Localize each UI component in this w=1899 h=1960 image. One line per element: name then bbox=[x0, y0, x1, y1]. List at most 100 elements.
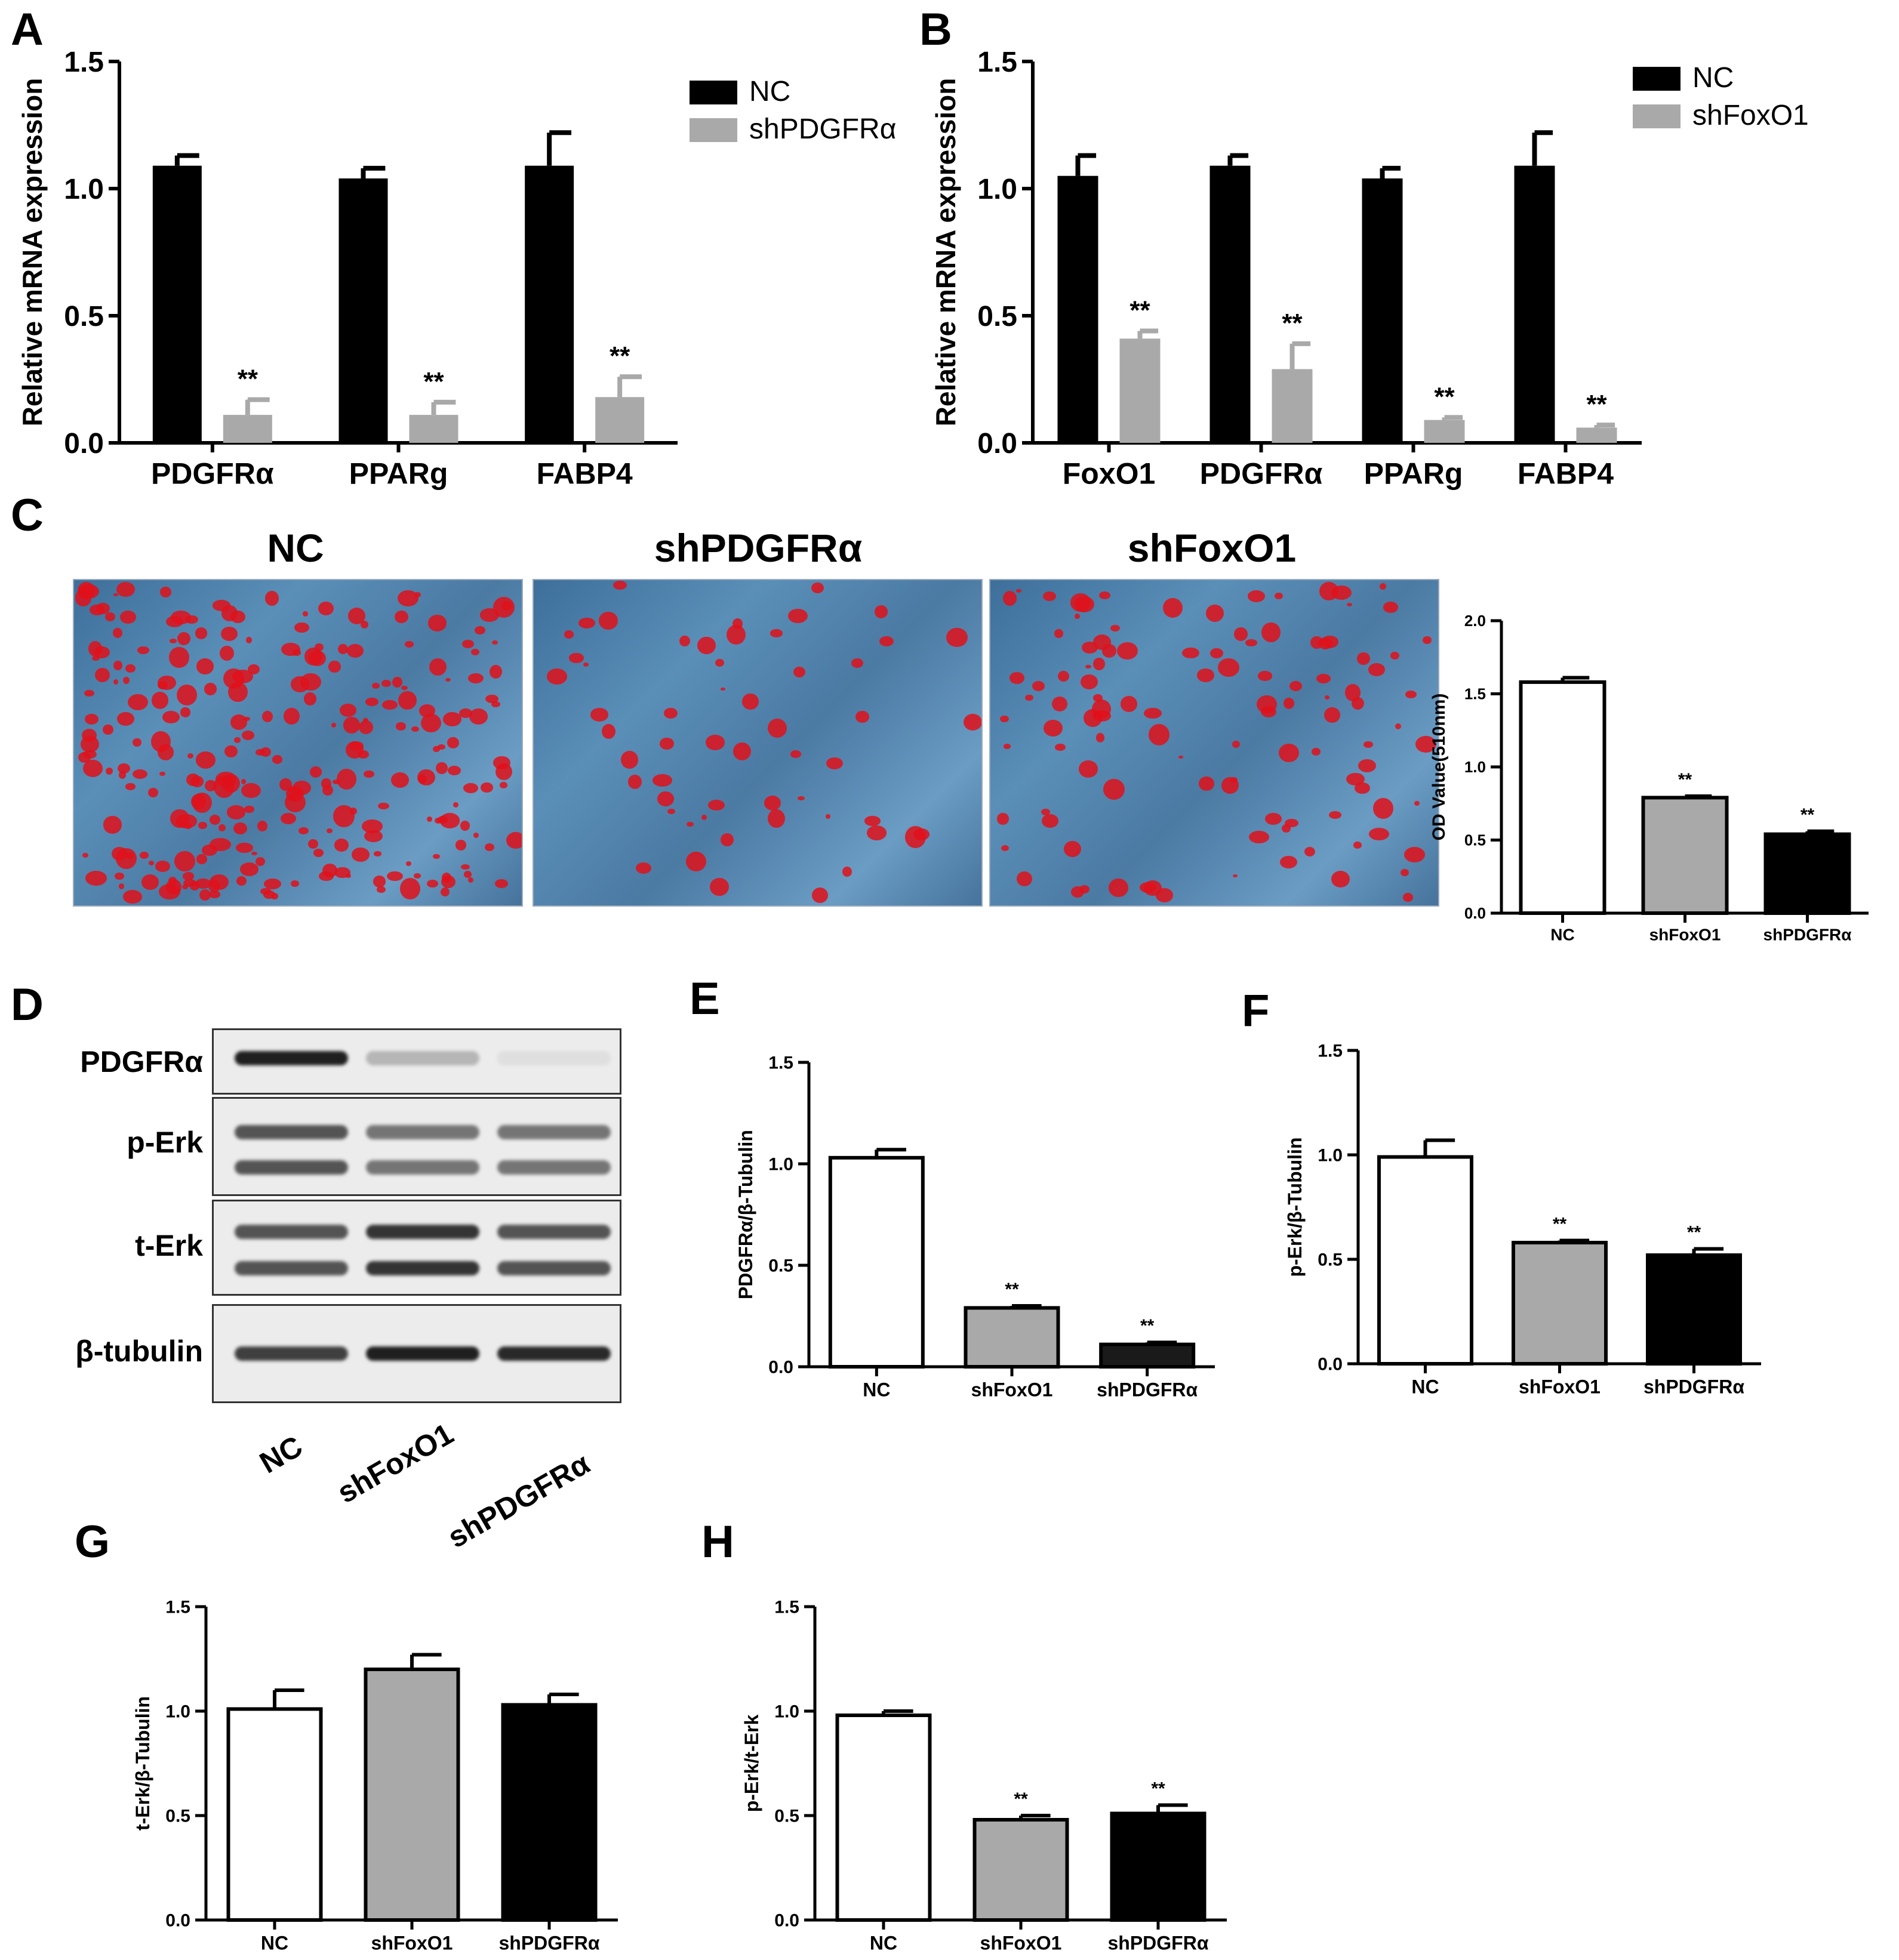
lipid-droplet bbox=[1379, 583, 1386, 590]
lipid-droplet bbox=[170, 639, 177, 643]
lipid-droplet bbox=[414, 873, 421, 879]
lipid-droplet bbox=[663, 707, 678, 719]
lipid-droplet bbox=[707, 799, 725, 811]
lipid-droplet bbox=[471, 649, 479, 656]
lipid-droplet bbox=[652, 773, 673, 787]
lipid-droplet bbox=[438, 744, 446, 750]
lipid-droplet bbox=[236, 876, 247, 886]
lipid-droplet bbox=[93, 646, 110, 659]
lipid-droplet bbox=[162, 710, 180, 723]
legend-swatch-b bbox=[1633, 67, 1681, 91]
y-tick-label-h: 0.5 bbox=[774, 1807, 799, 1826]
lipid-droplet bbox=[209, 837, 231, 852]
lipid-droplet bbox=[428, 615, 447, 631]
lipid-droplet bbox=[95, 667, 110, 683]
lipid-droplet bbox=[1197, 668, 1215, 682]
lipid-droplet bbox=[1247, 590, 1266, 602]
blot-band bbox=[235, 1125, 348, 1139]
lipid-droplet bbox=[1198, 776, 1214, 791]
lipid-droplet bbox=[333, 805, 355, 828]
lipid-droplet bbox=[395, 610, 409, 624]
lipid-droplet bbox=[1139, 882, 1156, 893]
lipid-droplet bbox=[462, 639, 475, 648]
lipid-droplet bbox=[257, 820, 267, 832]
lipid-droplet bbox=[118, 883, 124, 889]
lipid-droplet bbox=[256, 748, 266, 756]
lipid-droplet bbox=[85, 870, 107, 886]
lipid-droplet bbox=[1120, 696, 1138, 713]
blot-band bbox=[235, 1225, 348, 1240]
lipid-droplet bbox=[263, 890, 275, 899]
lipid-droplet bbox=[701, 815, 707, 821]
lipid-droplet bbox=[125, 783, 136, 790]
lipid-droplet bbox=[420, 713, 441, 733]
lipid-droplet bbox=[1324, 707, 1340, 723]
lipid-droplet bbox=[1256, 695, 1277, 714]
lipid-droplet bbox=[373, 876, 386, 888]
lipid-droplet bbox=[721, 687, 726, 691]
blot-label-beta-tubulin: β-tubulin bbox=[75, 1335, 203, 1368]
lipid-droplet bbox=[811, 887, 829, 903]
lipid-droplet bbox=[122, 676, 130, 684]
lipid-droplet bbox=[150, 731, 171, 753]
lipid-droplet bbox=[489, 664, 503, 679]
lipid-droplet bbox=[390, 772, 409, 788]
significance-label-b: ** bbox=[1586, 390, 1607, 419]
lipid-droplet bbox=[1178, 755, 1183, 759]
y-tick-label-a: 1.0 bbox=[64, 174, 104, 205]
lipid-droplet bbox=[331, 722, 337, 728]
lipid-droplet bbox=[742, 693, 759, 710]
lipid-droplet bbox=[1321, 636, 1338, 648]
y-tick-label-f: 1.0 bbox=[1318, 1146, 1343, 1166]
bar-b bbox=[1209, 165, 1251, 443]
lipid-droplet bbox=[155, 861, 170, 873]
lipid-droplet bbox=[399, 877, 421, 900]
lipid-droplet bbox=[467, 877, 473, 883]
lipid-droplet bbox=[1316, 673, 1331, 683]
lipid-droplet bbox=[1144, 707, 1162, 719]
lipid-droplet bbox=[946, 627, 968, 648]
significance-label-c: ** bbox=[1678, 770, 1692, 790]
lipid-droplet bbox=[1232, 874, 1238, 877]
lipid-droplet bbox=[290, 880, 299, 887]
lipid-droplet bbox=[382, 699, 398, 710]
lipid-droplet bbox=[105, 767, 113, 775]
y-tick-label-f: 0.0 bbox=[1318, 1355, 1343, 1375]
y-tick-label-h: 1.5 bbox=[774, 1598, 799, 1617]
lipid-droplet bbox=[186, 773, 200, 786]
legend-label-b: NC bbox=[1692, 62, 1734, 94]
bar-b bbox=[1514, 165, 1555, 443]
lipid-droplet bbox=[1390, 651, 1400, 660]
lipid-droplet bbox=[1041, 809, 1051, 816]
lipid-droplet bbox=[1245, 639, 1257, 646]
significance-label-b: ** bbox=[1434, 382, 1455, 411]
lipid-droplet bbox=[322, 863, 337, 877]
x-tick-label-g: shPDGFRα bbox=[498, 1933, 599, 1954]
lipid-droplet bbox=[547, 668, 568, 685]
lipid-droplet bbox=[96, 603, 110, 615]
lipid-droplet bbox=[1261, 622, 1281, 643]
micrograph-shpdgfra bbox=[533, 579, 983, 907]
lipid-droplet bbox=[1319, 581, 1339, 600]
lipid-droplet bbox=[241, 782, 261, 799]
lipid-droplet bbox=[119, 771, 127, 779]
lipid-droplet bbox=[113, 628, 123, 639]
significance-label-f: ** bbox=[1687, 1223, 1701, 1243]
lipid-droplet bbox=[232, 670, 254, 683]
lipid-droplet bbox=[1232, 740, 1240, 748]
lipid-droplet bbox=[1054, 628, 1064, 638]
lipid-droplet bbox=[184, 822, 192, 829]
lipid-droplet bbox=[118, 763, 131, 774]
x-tick-label-g: shFoxO1 bbox=[371, 1933, 453, 1954]
blot-band bbox=[497, 1225, 611, 1240]
bar-b bbox=[1362, 178, 1403, 443]
lipid-droplet bbox=[770, 629, 783, 637]
lipid-droplet bbox=[358, 720, 373, 735]
lipid-droplet bbox=[1103, 779, 1125, 800]
y-tick-label-c: 1.0 bbox=[1464, 758, 1486, 776]
bar-h bbox=[835, 1714, 932, 1922]
lipid-droplet bbox=[213, 775, 235, 798]
lipid-droplet bbox=[1285, 819, 1299, 828]
bar-a bbox=[152, 165, 202, 443]
blot-strip-pdgfra bbox=[212, 1028, 621, 1095]
